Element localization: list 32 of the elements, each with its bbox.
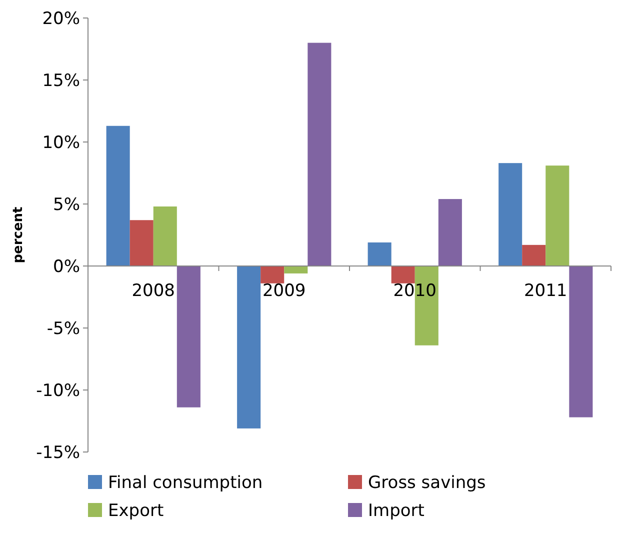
bar xyxy=(237,266,261,428)
y-tick-label: 0% xyxy=(53,256,80,277)
bar xyxy=(130,220,154,266)
x-tick-label: 2011 xyxy=(524,281,568,301)
bar xyxy=(569,266,593,418)
y-tick-label: -10% xyxy=(36,380,80,401)
x-tick-label: 2010 xyxy=(393,281,437,301)
bar xyxy=(391,266,415,284)
bar xyxy=(260,266,284,284)
bar xyxy=(308,42,332,266)
bar xyxy=(498,163,522,266)
y-tick-label: -5% xyxy=(46,318,80,339)
bar xyxy=(106,126,130,266)
legend-label: Import xyxy=(368,500,425,521)
y-tick-label: 5% xyxy=(53,194,80,215)
legend-label: Export xyxy=(108,500,164,521)
y-tick-label: 20% xyxy=(42,8,80,29)
bar xyxy=(438,199,462,266)
legend-label: Gross savings xyxy=(368,472,486,493)
x-tick-label: 2008 xyxy=(132,281,176,301)
x-tick-label: 2009 xyxy=(262,281,306,301)
y-tick-label: 10% xyxy=(42,132,80,153)
y-tick-label: -15% xyxy=(36,442,80,463)
legend-label: Final consumption xyxy=(108,472,263,493)
bar xyxy=(546,166,570,266)
bar xyxy=(176,266,200,408)
y-tick-label: 15% xyxy=(42,70,80,91)
bar xyxy=(368,242,392,266)
y-axis-title: percent xyxy=(11,206,26,264)
bar xyxy=(522,244,546,266)
bar xyxy=(153,206,177,266)
bar xyxy=(284,266,308,274)
